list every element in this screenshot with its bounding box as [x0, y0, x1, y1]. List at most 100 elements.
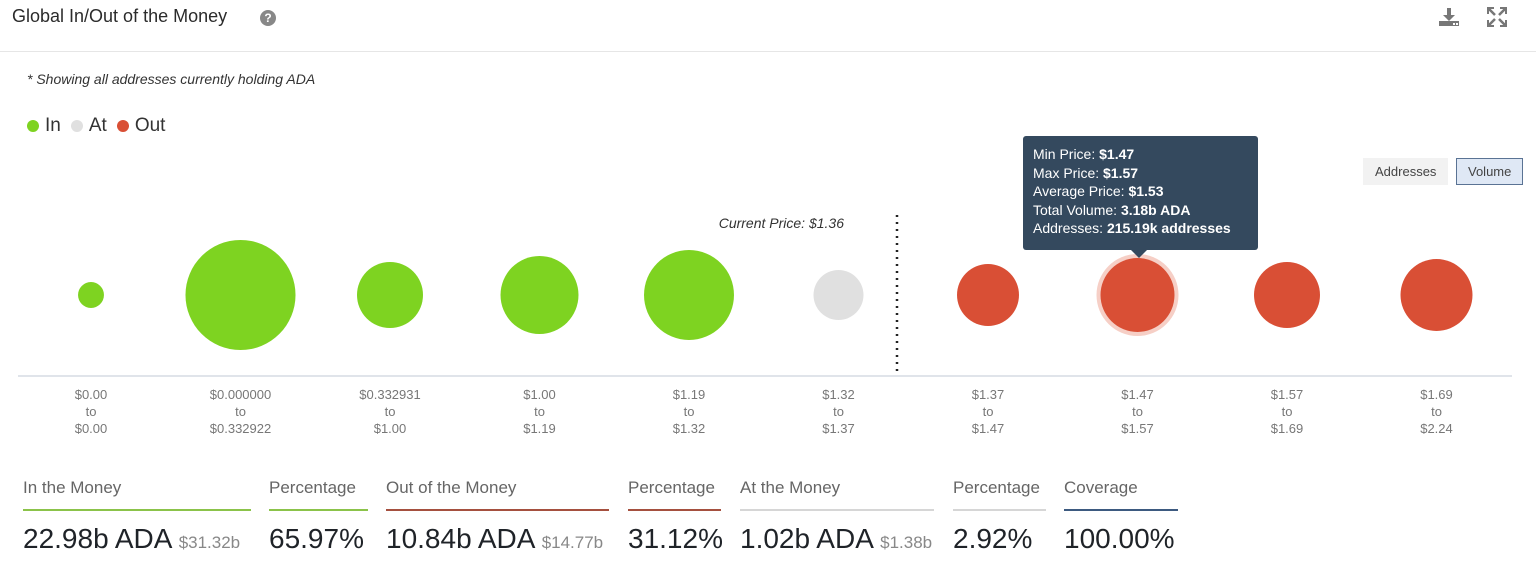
tick-label-price: $1.69: [1420, 387, 1453, 402]
stat-value-text: 2.92%: [953, 523, 1033, 554]
question-circle-icon[interactable]: ?: [260, 10, 276, 26]
bubble-in: [78, 282, 104, 308]
tick-label-price: $0.000000: [210, 387, 271, 402]
tick-label-price: $1.00: [523, 387, 556, 402]
tick-label-price: $1.19: [523, 421, 556, 436]
tick-label-price: $0.00: [75, 421, 108, 436]
stat-value-text: 1.02b ADA: [740, 523, 873, 554]
stat-out-of-the-money: Out of the Money 10.84b ADA $14.77b: [386, 478, 609, 555]
holding-note: * Showing all addresses currently holdin…: [27, 71, 316, 87]
stat-coverage: Coverage 100.00%: [1064, 478, 1178, 555]
tick-label-to: to: [385, 404, 396, 419]
stat-value: 31.12%: [628, 523, 723, 555]
stat-value: 10.84b ADA $14.77b: [386, 523, 609, 555]
stat-value: 65.97%: [269, 523, 368, 555]
legend: In At Out: [27, 115, 165, 137]
tick-label-price: $1.57: [1271, 387, 1304, 402]
legend-at[interactable]: At: [70, 115, 107, 137]
legend-in[interactable]: In: [27, 115, 61, 137]
tick-label-price: $1.69: [1271, 421, 1304, 436]
tick-label-price: $1.47: [1121, 387, 1154, 402]
addresses-toggle[interactable]: Addresses: [1363, 158, 1449, 185]
bubble-out: [1100, 258, 1175, 332]
tooltip-label: Total Volume:: [1033, 201, 1121, 218]
tick-label-to: to: [833, 404, 844, 419]
stat-underline: [953, 509, 1046, 511]
tick-label-to: to: [983, 404, 994, 419]
bubble-in: [356, 261, 424, 329]
tooltip-addresses: 215.19k addresses: [1106, 220, 1231, 236]
tick-label-price: $1.32: [822, 387, 855, 402]
bubble-at: [813, 270, 864, 320]
stat-usd-value: $14.77b: [541, 533, 604, 552]
stat-label: Percentage: [269, 478, 356, 497]
tick-label-price: $0.00: [75, 387, 108, 402]
tooltip-volume: 3.18b ADA: [1120, 201, 1191, 218]
stat-underline: [269, 509, 368, 511]
download-icon[interactable]: [1438, 6, 1460, 28]
tick-label-price: $1.37: [972, 387, 1005, 402]
stat-value: 1.02b ADA $1.38b: [740, 523, 934, 555]
legend-label: At: [88, 115, 107, 136]
stat-label: Coverage: [1064, 478, 1138, 497]
stat-underline: [740, 509, 934, 511]
stat-percentage: Percentage 2.92%: [953, 478, 1046, 555]
bubble-chart: Current Price: $1.36 $0.00 to $0.00 $0.00000…: [18, 215, 1512, 436]
tooltip-min-price: $1.47: [1099, 146, 1135, 162]
stat-value-text: 65.97%: [269, 523, 364, 554]
tick-label-to: to: [86, 404, 97, 419]
tick-label-price: $1.00: [374, 421, 407, 436]
legend-out[interactable]: Out: [116, 115, 166, 137]
legend-dot-icon: [27, 120, 39, 132]
volume-toggle[interactable]: Volume: [1456, 158, 1524, 185]
tooltip-label: Addresses:: [1033, 220, 1107, 236]
tick-label-price: $1.57: [1121, 421, 1154, 436]
tooltip-label: Average Price:: [1033, 183, 1129, 199]
tick-label-price: $0.332931: [359, 387, 420, 402]
tooltip-avg-price: $1.53: [1128, 183, 1164, 199]
stat-label: In the Money: [23, 478, 122, 497]
stat-label: Percentage: [628, 478, 715, 497]
stat-label: Percentage: [953, 478, 1040, 497]
stat-value-text: 100.00%: [1064, 523, 1175, 554]
bubble-in: [644, 250, 734, 340]
tick-label-price: $1.32: [673, 421, 706, 436]
stat-value: 2.92%: [953, 523, 1046, 555]
tick-label-price: $1.37: [822, 421, 855, 436]
tooltip-max-price: $1.57: [1103, 164, 1139, 181]
stat-at-the-money: At the Money 1.02b ADA $1.38b: [740, 478, 934, 555]
bubble-out: [957, 264, 1019, 326]
bubble-in: [185, 239, 296, 351]
stat-usd-value: $31.32b: [178, 533, 241, 552]
legend-dot-icon: [116, 120, 129, 132]
stat-label: At the Money: [740, 478, 841, 497]
widget-title: Global In/Out of the Money: [12, 6, 228, 26]
tick-label-to: to: [235, 404, 246, 419]
tick-label-price: $2.24: [1420, 421, 1453, 436]
tick-label-price: $1.47: [972, 421, 1005, 436]
tick-label-to: to: [1132, 404, 1143, 419]
stat-label: Out of the Money: [386, 478, 517, 497]
stat-percentage: Percentage 31.12%: [628, 478, 723, 555]
stat-value-text: 22.98b ADA: [23, 523, 171, 554]
stat-value: 22.98b ADA $31.32b: [23, 523, 251, 555]
bubble-in: [500, 256, 579, 334]
legend-label: Out: [134, 115, 166, 136]
tick-label-to: to: [534, 404, 545, 419]
tick-label-to: to: [1431, 404, 1442, 419]
stat-value-text: 10.84b ADA: [386, 523, 534, 554]
header-divider: [0, 51, 1536, 52]
tick-label-price: $1.19: [673, 387, 706, 402]
stat-value: 100.00%: [1064, 523, 1178, 555]
legend-dot-icon: [70, 120, 83, 132]
bubble-out: [1253, 261, 1321, 329]
expand-icon[interactable]: [1486, 6, 1508, 28]
current-price-label: Current Price: $1.36: [719, 215, 844, 231]
stat-in-the-money: In the Money 22.98b ADA $31.32b: [23, 478, 251, 555]
tooltip-label: Max Price:: [1033, 164, 1104, 181]
stat-underline: [628, 509, 721, 511]
stat-underline: [386, 509, 609, 511]
bubble-tooltip: Min Price: $1.47 Max Price: $1.57 Averag…: [1023, 136, 1258, 258]
stat-percentage: Percentage 65.97%: [269, 478, 368, 555]
stat-underline: [23, 509, 251, 511]
